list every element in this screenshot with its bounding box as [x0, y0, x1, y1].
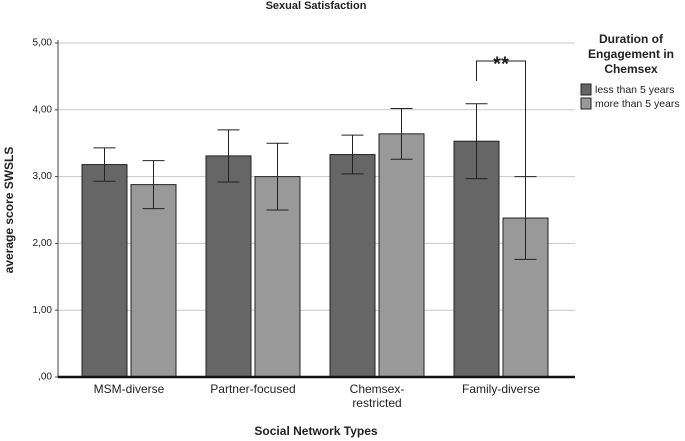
legend-title: Chemsex: [604, 62, 658, 76]
legend-swatch: [580, 97, 592, 110]
bar: [81, 164, 128, 378]
y-tick-label: ,00: [38, 372, 52, 383]
bar: [205, 155, 252, 378]
bar: [378, 133, 425, 378]
chart-title: Sexual Satisfaction: [266, 0, 367, 12]
x-axis-label: Social Network Types: [254, 424, 377, 438]
y-tick-label: 4,00: [33, 104, 53, 115]
legend-swatch: [580, 83, 592, 96]
legend-label: more than 5 years: [595, 98, 680, 110]
legend-title: Duration of: [599, 32, 664, 46]
y-tick-label: 3,00: [33, 171, 53, 182]
y-tick-label: 5,00: [33, 38, 53, 49]
bar: [329, 154, 376, 378]
annotation: **: [493, 53, 509, 75]
y-tick-label: 1,00: [33, 305, 53, 316]
bar: [130, 184, 177, 378]
legend-title: Engagement in: [588, 47, 674, 61]
x-tick-label: Partner-focused: [210, 382, 296, 396]
legend-label: less than 5 years: [595, 84, 674, 96]
x-tick-label: MSM-diverse: [93, 382, 165, 396]
y-axis-label: average score SWSLS: [2, 147, 16, 274]
y-tick-label: 2,00: [33, 238, 53, 249]
significance-bracket: [476, 60, 526, 177]
x-tick-label: Chemsex-restricted: [349, 382, 405, 410]
x-tick-label: Family-diverse: [461, 382, 540, 396]
